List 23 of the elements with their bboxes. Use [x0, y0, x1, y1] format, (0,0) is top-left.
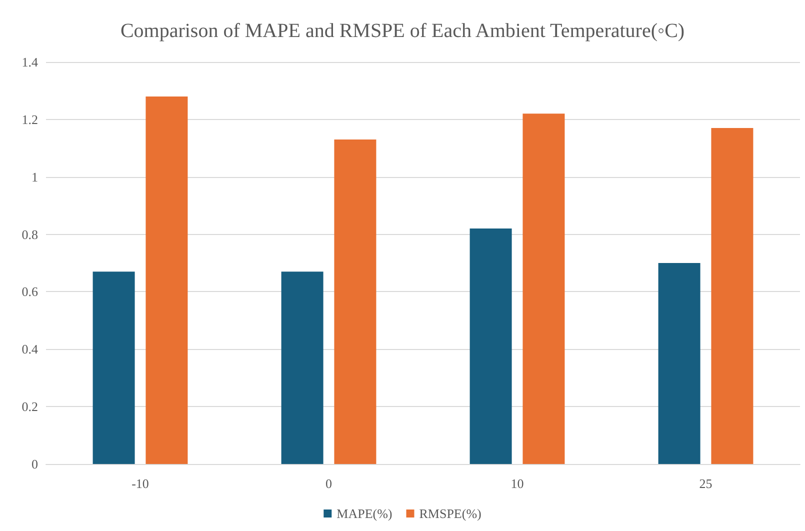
bar	[92, 272, 135, 464]
x-tick-label: -10	[132, 476, 149, 491]
y-tick-label: 1.2	[22, 112, 38, 127]
legend-label: RMSPE(%)	[419, 506, 482, 521]
y-tick-label: 0.2	[22, 399, 38, 414]
y-tick-label: 1	[32, 169, 38, 184]
legend-label: MAPE(%)	[336, 506, 392, 521]
x-tick-label: 10	[510, 476, 524, 491]
y-tick-label: 0	[32, 456, 38, 472]
x-tick-label: 25	[699, 476, 712, 491]
bar	[522, 114, 565, 464]
x-tick-label: 0	[326, 476, 332, 491]
bar	[281, 272, 324, 464]
bar	[334, 140, 376, 464]
y-tick-label: 0.6	[22, 284, 38, 300]
bar	[711, 128, 754, 464]
bar	[146, 96, 188, 464]
y-tick-label: 0.4	[22, 342, 38, 357]
bar	[658, 263, 700, 464]
y-tick-label: 0.8	[22, 226, 38, 242]
bar	[470, 228, 512, 464]
y-tick-label: 1.4	[22, 54, 38, 70]
chart-title: Comparison of MAPE and RMSPE of Each Ambient Temperature(◦C)	[120, 20, 685, 42]
